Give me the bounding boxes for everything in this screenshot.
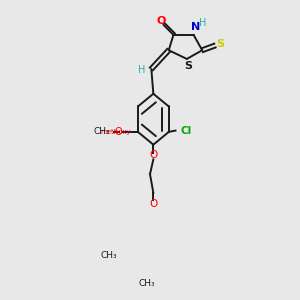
Text: O: O <box>149 150 158 161</box>
Text: O: O <box>114 127 122 137</box>
Text: O: O <box>149 199 158 208</box>
Text: CH₃: CH₃ <box>93 128 110 136</box>
Text: S: S <box>184 61 192 70</box>
Text: Cl: Cl <box>181 126 192 136</box>
Text: N: N <box>191 22 200 32</box>
Text: H: H <box>138 65 146 75</box>
Text: H: H <box>199 18 207 28</box>
Text: CH₃: CH₃ <box>101 251 117 260</box>
Text: O: O <box>156 16 165 26</box>
Text: CH₃: CH₃ <box>138 279 155 288</box>
Text: methoxy: methoxy <box>101 129 131 135</box>
Text: S: S <box>216 39 224 49</box>
